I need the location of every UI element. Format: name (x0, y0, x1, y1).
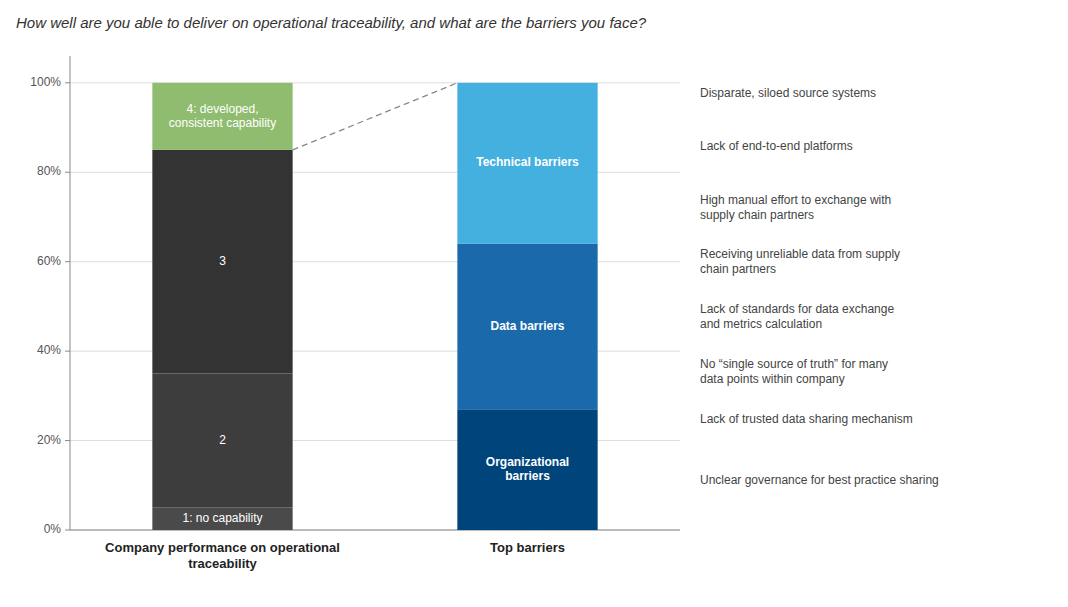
segment-label-line: 1: no capability (182, 511, 262, 525)
annotation-line: data points within company (700, 372, 845, 386)
bar-segment (152, 373, 292, 507)
segment-label-line: 3 (219, 254, 226, 268)
segment-label: 2 (219, 433, 226, 447)
tick-label: 20% (37, 433, 61, 447)
segment-label: 3 (219, 254, 226, 268)
segment-label-line: consistent capability (169, 116, 276, 130)
annotation: Lack of standards for data exchangeand m… (700, 302, 894, 331)
tick-label: 0% (44, 522, 62, 536)
segment-label-line: barriers (505, 469, 550, 483)
annotation-line: Disparate, siloed source systems (700, 86, 876, 100)
tick-mark (65, 530, 70, 531)
segment-label-line: 4: developed, (186, 102, 258, 116)
annotation-line: and metrics calculation (700, 317, 822, 331)
annotation: Lack of end-to-end platforms (700, 139, 853, 153)
segment-label: Technical barriers (476, 155, 579, 169)
annotation-line: Receiving unreliable data from supply (700, 247, 900, 261)
annotation-line: High manual effort to exchange with (700, 193, 891, 207)
category-label: Company performance on operationaltracea… (105, 540, 340, 571)
annotation-line: Lack of standards for data exchange (700, 302, 894, 316)
tick-mark (65, 172, 70, 173)
category-label-line: traceability (188, 556, 257, 571)
tick-mark (65, 351, 70, 352)
annotation: Lack of trusted data sharing mechanism (700, 412, 913, 426)
grid (70, 83, 680, 530)
annotation: No “single source of truth” for manydata… (700, 357, 888, 386)
tick-label: 60% (37, 254, 61, 268)
segment-label-line: 2 (219, 433, 226, 447)
annotation: Unclear governance for best practice sha… (700, 473, 939, 487)
category-label: Top barriers (490, 540, 565, 555)
bars (152, 83, 597, 530)
annotation-line: Lack of trusted data sharing mechanism (700, 412, 913, 426)
segment-label: Data barriers (490, 319, 564, 333)
bar-segment (152, 508, 292, 530)
connector (293, 83, 458, 150)
annotation-line: supply chain partners (700, 208, 814, 222)
bar-segment (457, 409, 597, 530)
bar-segment (152, 150, 292, 374)
annotation-line: chain partners (700, 262, 776, 276)
segment-label-line: Technical barriers (476, 155, 579, 169)
tick-mark (65, 440, 70, 441)
segment-label-line: Organizational (486, 455, 569, 469)
tick-label: 40% (37, 343, 61, 357)
annotation-line: Lack of end-to-end platforms (700, 139, 853, 153)
bar-segment (152, 83, 292, 150)
tick-label: 100% (30, 75, 61, 89)
segment-label: 1: no capability (182, 511, 262, 525)
chart: How well are you able to deliver on oper… (0, 0, 1068, 607)
category-label-line: Company performance on operational (105, 540, 340, 555)
axis-line (70, 56, 71, 530)
segment-label: 4: developed,consistent capability (169, 102, 276, 130)
category-label-line: Top barriers (490, 540, 565, 555)
annotation: High manual effort to exchange withsuppl… (700, 193, 891, 222)
title: How well are you able to deliver on oper… (16, 14, 647, 31)
annotation-line: No “single source of truth” for many (700, 357, 888, 371)
tick-mark (65, 261, 70, 262)
annotations: Lack of trusted data sharing mechanism Un… (700, 86, 939, 487)
segment-label: Organizationalbarriers (486, 455, 569, 483)
x-axis: Company performance on operationaltracea… (105, 540, 565, 571)
segment-labels: 1: no capability 2 3 4: developed,consisten… (169, 102, 579, 525)
tick-label: 80% (37, 164, 61, 178)
bar-segment (457, 83, 597, 244)
annotation: Disparate, siloed source systems (700, 86, 876, 100)
annotation-line: Unclear governance for best practice sha… (700, 473, 939, 487)
segment-label-line: Data barriers (490, 319, 564, 333)
y-axis: 0% 20% 40% 60% 80% 100% (30, 56, 680, 536)
bar-segment (457, 244, 597, 409)
annotation: Receiving unreliable data from supplycha… (700, 247, 900, 276)
tick-mark (65, 82, 70, 83)
